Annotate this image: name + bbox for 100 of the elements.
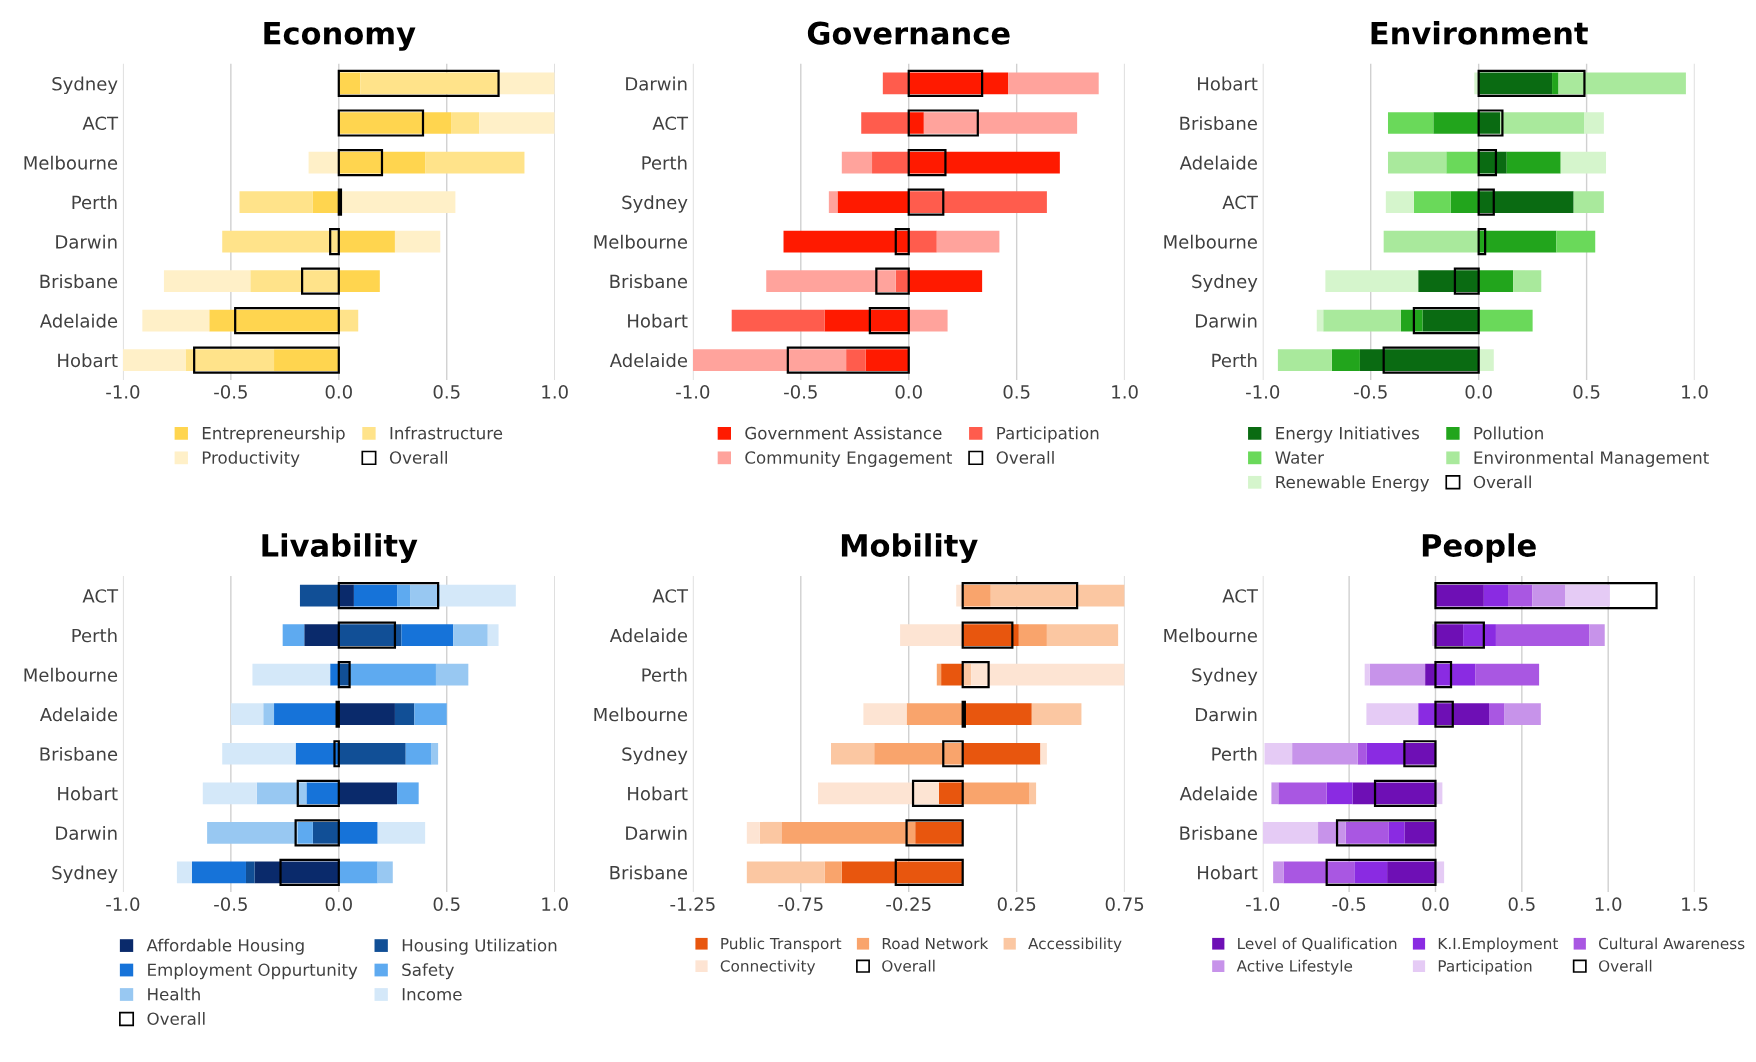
x-tick-label: -1.25 xyxy=(670,897,715,911)
bar xyxy=(349,663,436,686)
bar xyxy=(759,821,782,844)
bar xyxy=(1364,663,1370,686)
bar xyxy=(142,309,210,332)
bar xyxy=(1366,742,1405,765)
bar xyxy=(1273,861,1284,884)
y-tick-label: Hobart xyxy=(628,313,688,328)
bar xyxy=(1387,151,1447,174)
bar xyxy=(875,267,910,295)
bar xyxy=(338,270,380,292)
bar xyxy=(895,270,909,292)
x-tick-label: 0.5 xyxy=(433,897,460,911)
bar xyxy=(846,349,866,371)
legend-label: Cultural Awareness xyxy=(1598,937,1745,950)
bar xyxy=(338,703,395,726)
legend-label: Employment Oppurtunity xyxy=(148,963,358,980)
bar xyxy=(1292,742,1358,765)
bar xyxy=(942,740,964,768)
bar xyxy=(962,624,1019,647)
y-tick-label: Darwin xyxy=(626,76,687,91)
bar xyxy=(837,191,909,213)
legend-label: Infrastructure xyxy=(390,426,503,440)
bar xyxy=(338,112,452,134)
bar xyxy=(1271,782,1279,805)
y-tick-label: Perth xyxy=(642,155,687,170)
bar xyxy=(1584,112,1604,134)
y-tick-label: Melbourne xyxy=(1164,628,1257,643)
bar xyxy=(872,151,909,174)
legend-label: Pollution xyxy=(1474,426,1543,440)
bar xyxy=(1382,346,1480,374)
x-tick-label: -0.5 xyxy=(784,385,817,399)
y-tick-label: Brisbane xyxy=(610,274,688,289)
bar xyxy=(900,624,963,647)
bar xyxy=(1385,191,1414,213)
bar xyxy=(1504,703,1541,726)
bar xyxy=(1366,703,1419,726)
bar xyxy=(308,151,339,174)
bar xyxy=(1556,230,1596,253)
bar xyxy=(831,742,875,765)
legend-label: Entrepreneurship xyxy=(202,426,345,443)
x-tick-label: 1.0 xyxy=(542,385,568,399)
bar xyxy=(1352,782,1436,805)
bar xyxy=(786,346,910,374)
bar xyxy=(692,349,847,371)
bar xyxy=(1478,72,1553,95)
bar xyxy=(337,148,384,177)
x-tick-label: -1.0 xyxy=(106,385,140,399)
y-tick-label: ACT xyxy=(1222,195,1258,210)
bar xyxy=(908,112,924,134)
bar xyxy=(908,309,948,332)
y-tick-label: Perth xyxy=(72,628,117,643)
bar xyxy=(1450,191,1479,213)
bar xyxy=(1404,821,1436,844)
bar xyxy=(1412,307,1480,335)
bar xyxy=(300,267,340,295)
bar xyxy=(1435,624,1464,647)
bar xyxy=(329,227,340,256)
bar xyxy=(338,309,359,332)
y-tick-label: Sydney xyxy=(622,746,688,765)
bar xyxy=(1478,270,1514,292)
legend-label: Overall xyxy=(389,450,447,464)
legend-label: Overall xyxy=(147,1012,205,1025)
bar xyxy=(360,72,499,95)
bar xyxy=(498,72,555,95)
bar xyxy=(209,309,339,332)
legend-label: Affordable Housing xyxy=(146,938,304,955)
bar xyxy=(962,742,1041,765)
bar xyxy=(1489,703,1505,726)
bar xyxy=(338,742,406,765)
legend-label: Renewable Energy xyxy=(1276,475,1430,492)
bar xyxy=(1335,819,1437,847)
bar xyxy=(230,703,264,726)
bar xyxy=(256,782,307,805)
bar xyxy=(971,663,1125,686)
legend-label: Safety xyxy=(402,963,454,980)
bar xyxy=(394,703,415,726)
bar xyxy=(297,821,313,844)
bar xyxy=(1560,151,1607,174)
bar xyxy=(312,821,339,844)
chart-title: Governance xyxy=(807,21,1010,45)
x-tick-label: -0.5 xyxy=(1353,385,1387,399)
bar xyxy=(401,624,454,647)
bar xyxy=(1434,582,1658,610)
bar xyxy=(1387,861,1436,884)
legend-label: Productivity xyxy=(202,450,300,468)
bar xyxy=(1325,270,1419,292)
bar xyxy=(1029,782,1037,805)
bar xyxy=(1478,191,1574,213)
bar xyxy=(915,821,963,844)
legend-label: Public Transport xyxy=(721,937,842,953)
bar xyxy=(841,151,873,174)
bar xyxy=(908,230,937,253)
y-tick-label: Perth xyxy=(72,195,117,210)
bar xyxy=(938,782,963,805)
bar xyxy=(122,349,186,371)
y-tick-label: Adelaide xyxy=(1179,786,1257,801)
bar xyxy=(863,703,907,726)
bar xyxy=(263,703,275,726)
bar xyxy=(1277,349,1332,371)
